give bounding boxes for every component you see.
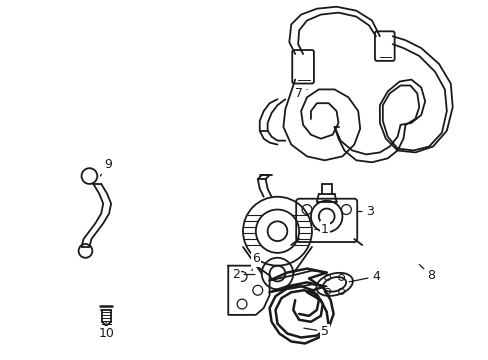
Text: 7: 7	[295, 87, 306, 100]
Text: 9: 9	[100, 158, 112, 176]
Text: 1: 1	[314, 223, 328, 236]
Text: 10: 10	[98, 322, 114, 340]
Text: 8: 8	[419, 265, 434, 282]
Text: 4: 4	[348, 270, 379, 283]
Text: 2: 2	[232, 268, 254, 281]
Text: 3: 3	[356, 205, 373, 218]
Text: 6: 6	[251, 252, 259, 271]
Text: 5: 5	[303, 325, 328, 338]
